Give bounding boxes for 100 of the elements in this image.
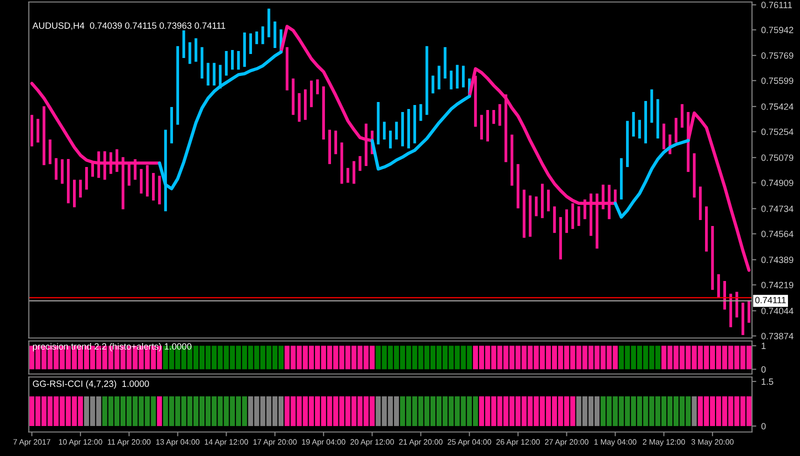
bar — [237, 50, 240, 70]
bar — [419, 104, 422, 121]
bar — [692, 153, 696, 198]
bar — [656, 99, 660, 138]
bar — [462, 66, 465, 88]
bar — [328, 130, 331, 164]
bar — [48, 140, 52, 164]
bar — [680, 104, 684, 128]
bar — [322, 86, 325, 140]
bar — [674, 118, 678, 142]
bar — [267, 8, 270, 38]
bar — [650, 89, 654, 123]
y-tick-label: 0 — [761, 366, 766, 373]
bar — [152, 172, 155, 200]
bar — [274, 22, 276, 48]
bar — [395, 122, 398, 140]
y-tick-label: 0.74219 — [761, 282, 794, 288]
bar — [231, 50, 234, 70]
bar — [358, 156, 362, 171]
bar — [644, 101, 648, 144]
bar — [122, 157, 124, 210]
bar — [510, 134, 514, 186]
y-tick-label: 0.73874 — [761, 332, 794, 340]
bar — [553, 206, 556, 233]
bar — [334, 130, 338, 154]
y-tick-label: 0.76111 — [761, 2, 792, 8]
bar — [255, 31, 258, 44]
bar — [590, 194, 592, 236]
y-tick-label: 0.75769 — [761, 52, 794, 59]
bar — [559, 217, 562, 260]
y-tick-label: 0.75079 — [761, 154, 794, 161]
y-tick-label: 0.74734 — [761, 206, 794, 212]
bar — [286, 47, 288, 90]
y-tick-label: 0.75942 — [761, 26, 794, 34]
bar — [188, 42, 192, 64]
y-tick-label: 0.74044 — [761, 308, 794, 314]
bar — [638, 120, 641, 138]
bar — [522, 190, 526, 238]
y-tick-label: 0.74389 — [761, 256, 794, 264]
bar — [36, 118, 40, 142]
y-tick-label: 0.75424 — [761, 103, 794, 110]
bar — [516, 164, 520, 208]
bar — [298, 93, 301, 122]
bar — [176, 46, 180, 125]
bar — [413, 105, 416, 144]
bar — [128, 163, 130, 186]
bar — [444, 47, 446, 79]
bar — [717, 274, 720, 298]
bar — [292, 78, 295, 115]
bar — [547, 190, 550, 212]
ref-line-label: 0.74111 — [755, 296, 786, 304]
bar — [66, 159, 70, 204]
bar — [79, 180, 82, 198]
bar — [224, 50, 228, 76]
bar — [304, 89, 307, 120]
bar — [382, 122, 386, 140]
bar — [474, 76, 477, 127]
bar — [194, 38, 198, 62]
bar — [206, 62, 210, 86]
bar — [243, 32, 246, 67]
bar — [346, 168, 350, 183]
bar — [401, 112, 404, 146]
y-tick-label: 1.5 — [762, 378, 774, 385]
chart-title: GG-RSI-CCI (4,7,23) 1.0000 — [32, 380, 149, 389]
bar — [261, 26, 264, 44]
bar — [480, 114, 483, 140]
y-tick-label: 0.75254 — [761, 128, 794, 136]
bar — [146, 165, 149, 196]
bar — [116, 149, 118, 172]
bar — [316, 79, 319, 94]
bar — [432, 76, 434, 94]
bar — [577, 206, 580, 226]
bar — [352, 161, 356, 184]
bar — [73, 180, 76, 208]
bar — [158, 176, 161, 204]
bar — [340, 142, 344, 184]
bar — [425, 46, 428, 115]
bar — [632, 112, 635, 137]
bar — [565, 209, 568, 233]
bar — [698, 186, 702, 220]
bar — [742, 302, 744, 336]
bar — [212, 62, 216, 86]
bar — [42, 106, 46, 166]
bar — [310, 80, 313, 108]
y-tick-label: 0 — [761, 423, 766, 430]
bar — [626, 120, 629, 168]
bar — [571, 203, 574, 229]
bar — [662, 124, 666, 150]
bar — [389, 130, 392, 148]
bar — [438, 66, 440, 90]
bar — [540, 184, 544, 218]
bar — [60, 159, 64, 184]
bar — [450, 70, 453, 90]
y-tick-label: 0.75599 — [761, 78, 794, 84]
y-tick-label: 0.74909 — [761, 180, 794, 186]
bar — [364, 124, 368, 166]
bar — [85, 167, 88, 190]
bar — [54, 158, 58, 180]
bar — [602, 184, 604, 210]
bar — [711, 226, 714, 290]
